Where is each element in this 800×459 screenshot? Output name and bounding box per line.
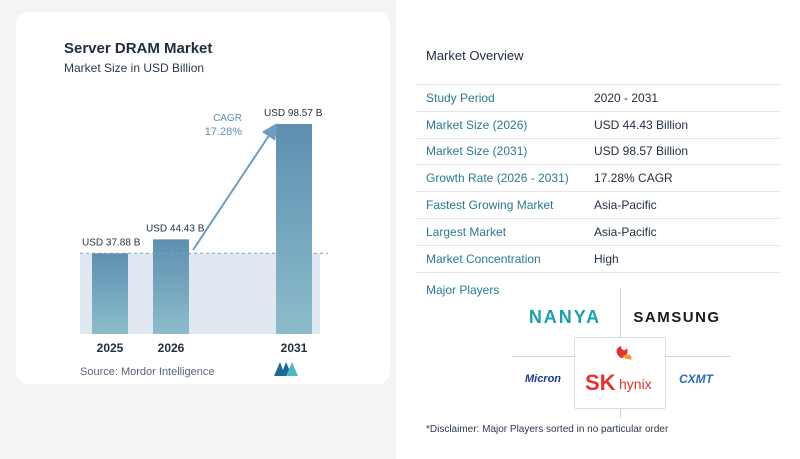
bar-2031 (276, 124, 312, 334)
cagr-arrow (192, 123, 278, 251)
overview-value: High (584, 245, 780, 273)
micron-logo: Micron (512, 362, 574, 396)
sk-hynix-logo-icon: SK hynix (585, 346, 652, 395)
overview-key: Market Size (2031) (416, 138, 584, 166)
samsung-logo: SAMSUNG (624, 300, 730, 334)
micron-logo-text: Micron (524, 373, 562, 385)
overview-key: Growth Rate (2026 - 2031) (416, 164, 584, 193)
bar-2026 (153, 239, 189, 334)
overview-key: Largest Market (416, 218, 584, 246)
nanya-logo-text: NANYA (528, 306, 602, 327)
overview-row: Study Period 2020 - 2031 (416, 84, 780, 112)
tick-label: 2031 (281, 341, 308, 355)
overview-row: Market Size (2031) USD 98.57 Billion (416, 138, 780, 166)
nanya-logo: NANYA (512, 300, 618, 334)
data-label: USD 98.57 B (264, 108, 323, 119)
overview-table: Study Period 2020 - 2031 Market Size (2026… (416, 84, 780, 273)
overview-key: Market Concentration (416, 245, 584, 273)
data-label: USD 37.88 B (82, 237, 141, 248)
bar-chart: USD 37.88 B 2025 USD 44.43 B 2026 USD 98.57 … (80, 108, 328, 355)
cxmt-logo: CXMT (668, 362, 724, 396)
overview-key: Fastest Growing Market (416, 191, 584, 219)
overview-row: Market Size (2026) USD 44.43 Billion (416, 111, 780, 139)
svg-text:hynix: hynix (619, 376, 652, 392)
overview-value: 17.28% CAGR (584, 164, 780, 193)
divider (620, 408, 621, 418)
cxmt-logo-text: CXMT (679, 372, 713, 386)
cagr-value: 17.28% (205, 126, 243, 138)
overview-key: Study Period (416, 84, 584, 112)
overview-value: USD 44.43 Billion (584, 111, 780, 139)
overview-value: Asia-Pacific (584, 218, 780, 246)
source-name: Mordor Intelligence (120, 366, 215, 378)
divider (666, 356, 730, 357)
overview-row: Fastest Growing Market Asia-Pacific (416, 191, 780, 219)
divider (620, 288, 621, 338)
bar-2025 (92, 253, 128, 334)
source-line: Source: Mordor Intelligence (80, 366, 215, 378)
mordor-logo-icon (274, 362, 298, 376)
major-players-title: Major Players (426, 283, 500, 297)
overview-value: USD 98.57 Billion (584, 138, 780, 166)
overview-key: Market Size (2026) (416, 111, 584, 139)
overview-value: 2020 - 2031 (584, 84, 780, 112)
sk-hynix-logo: SK hynix (574, 337, 666, 409)
overview-row: Market Concentration High (416, 245, 780, 273)
chart-subtitle: Market Size in USD Billion (64, 61, 205, 75)
chart-title: Server DRAM Market (64, 40, 213, 57)
sk-hynix-text: SK (585, 370, 616, 395)
overview-row: Growth Rate (2026 - 2031) 17.28% CAGR (416, 164, 780, 193)
divider (512, 356, 574, 357)
cagr-label: CAGR (213, 113, 242, 124)
overview-title: Market Overview (426, 48, 524, 63)
disclaimer: *Disclaimer: Major Players sorted in no … (426, 424, 669, 435)
tick-label: 2025 (97, 341, 124, 355)
source-label: Source: (80, 366, 118, 378)
data-label: USD 44.43 B (146, 223, 205, 234)
tick-label: 2026 (158, 341, 185, 355)
overview-value: Asia-Pacific (584, 191, 780, 219)
overview-row: Largest Market Asia-Pacific (416, 218, 780, 246)
samsung-logo-text: SAMSUNG (633, 308, 721, 326)
